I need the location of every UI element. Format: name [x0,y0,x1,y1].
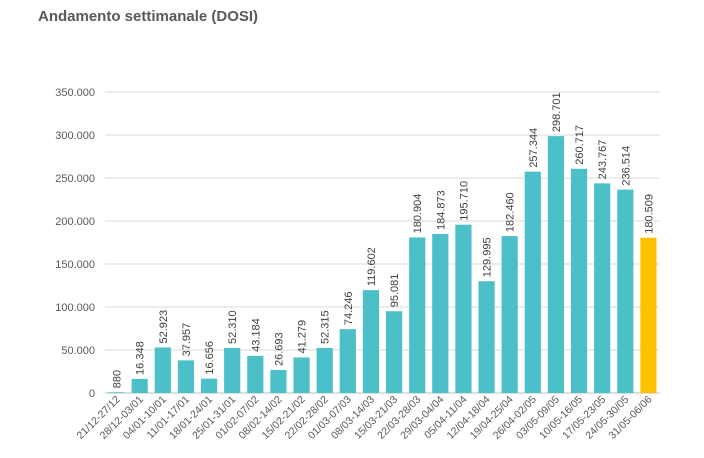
data-label: 880 [112,370,124,388]
data-label: 180.904 [412,194,424,234]
y-tick-label: 100.000 [55,302,95,314]
y-tick-label: 300.000 [55,130,95,142]
bar [409,237,426,393]
bar [316,348,333,393]
data-label: 182.460 [505,192,517,232]
bar [154,347,171,393]
bar [385,311,403,393]
data-label: 129.995 [482,237,494,277]
bar [270,370,287,393]
bar [362,290,380,393]
data-label: 52.310 [227,310,239,344]
bar [455,224,472,393]
data-label: 260.717 [574,125,586,165]
data-label: 43.184 [250,318,262,352]
data-label: 52.315 [320,310,332,344]
y-tick-label: 150.000 [55,259,95,271]
bar [339,329,356,393]
data-label: 236.514 [620,146,632,186]
data-label: 52.923 [158,310,170,344]
y-tick-label: 0 [89,388,95,400]
bar [177,360,195,393]
data-label: 195.710 [458,181,470,221]
x-axis-ticks: 21/12-27/1228/12-03/0104/01-10/0111/01-1… [75,394,655,442]
gridlines [105,91,660,394]
bars [108,136,657,394]
data-label: 184.873 [435,190,447,230]
y-axis-ticks: 0 50.000 100.000 150.000 200.000 250.000 300.0… [55,87,95,400]
data-label: 74.246 [343,291,355,325]
bar [293,357,310,393]
data-label: 16.348 [135,341,147,375]
bar [617,189,634,393]
data-label: 26.693 [273,332,285,366]
bar [478,281,495,393]
y-tick-label: 200.000 [55,216,95,228]
data-labels: 880 16.348 52.923 37.957 16.656 52.310 43.184 2… [112,92,656,388]
bar [524,171,541,393]
bar [547,136,565,394]
y-tick-label: 50.000 [61,345,95,357]
bar [570,168,588,393]
data-label: 37.957 [181,323,193,357]
bar [224,348,241,393]
data-label: 243.767 [597,140,609,180]
data-label: 16.656 [204,341,216,375]
bar [640,237,657,393]
bar [200,378,218,393]
bar [501,236,518,393]
bar [594,183,611,393]
data-label: 119.602 [366,247,378,286]
data-label: 95.081 [389,274,401,308]
bar [432,234,449,393]
y-tick-label: 250.000 [55,173,95,185]
bar [247,355,264,393]
bar [108,392,125,393]
data-label: 41.279 [297,320,309,354]
chart-title: Andamento settimanale (DOSI) [38,8,259,25]
bar [131,378,148,393]
data-label: 180.509 [643,194,655,234]
y-tick-label: 350.000 [55,87,95,99]
data-label: 257.344 [528,128,540,168]
data-label: 298.701 [551,92,563,132]
